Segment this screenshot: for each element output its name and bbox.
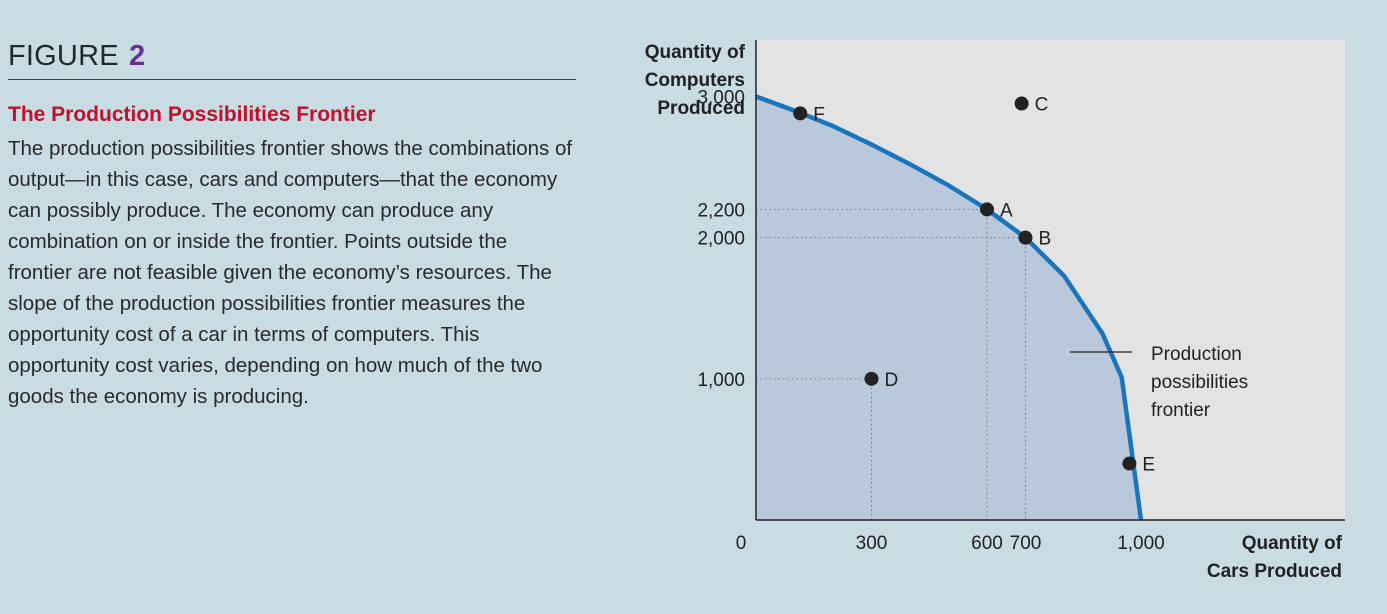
x-axis-label: Quantity of bbox=[1242, 533, 1343, 554]
point-label-c: C bbox=[1035, 95, 1049, 116]
x-tick-label: 700 bbox=[1010, 533, 1042, 554]
frontier-annotation: possibilities bbox=[1151, 372, 1248, 393]
y-axis-label: Computers bbox=[645, 70, 745, 91]
figure-title: The Production Possibilities Frontier bbox=[8, 103, 376, 126]
figure-caption: FIGURE 2 The Production Possibilities Fr… bbox=[8, 34, 576, 412]
figure-number: 2 bbox=[129, 40, 146, 72]
point-label-d: D bbox=[884, 370, 898, 391]
point-b bbox=[1018, 230, 1033, 245]
point-a bbox=[979, 202, 994, 217]
point-label-e: E bbox=[1142, 455, 1155, 476]
x-tick-label: 600 bbox=[971, 533, 1003, 554]
figure-description: The production possibilities frontier sh… bbox=[8, 137, 573, 408]
frontier-area bbox=[756, 96, 1141, 520]
x-tick-label: 1,000 bbox=[1117, 533, 1165, 554]
point-d bbox=[864, 371, 879, 386]
y-tick-label: 3,000 bbox=[697, 87, 745, 108]
point-f bbox=[793, 106, 808, 121]
x-axis-label: Cars Produced bbox=[1207, 561, 1342, 582]
y-tick-label: 1,000 bbox=[697, 370, 745, 391]
y-tick-label: 2,200 bbox=[697, 200, 745, 221]
x-tick-label: 0 bbox=[736, 533, 747, 554]
frontier-annotation: frontier bbox=[1151, 400, 1211, 421]
point-c bbox=[1014, 96, 1029, 111]
x-tick-label: 300 bbox=[856, 533, 888, 554]
point-label-f: F bbox=[813, 104, 825, 125]
point-e bbox=[1122, 456, 1137, 471]
frontier-annotation: Production bbox=[1151, 344, 1242, 365]
y-tick-label: 2,000 bbox=[697, 229, 745, 250]
y-axis-label: Quantity of bbox=[645, 42, 746, 63]
figure-label: FIGURE bbox=[8, 40, 119, 72]
point-label-a: A bbox=[1000, 200, 1013, 221]
y-axis-label: Produced bbox=[657, 98, 745, 119]
figure-heading: FIGURE 2 bbox=[8, 34, 576, 80]
point-label-b: B bbox=[1038, 229, 1051, 250]
